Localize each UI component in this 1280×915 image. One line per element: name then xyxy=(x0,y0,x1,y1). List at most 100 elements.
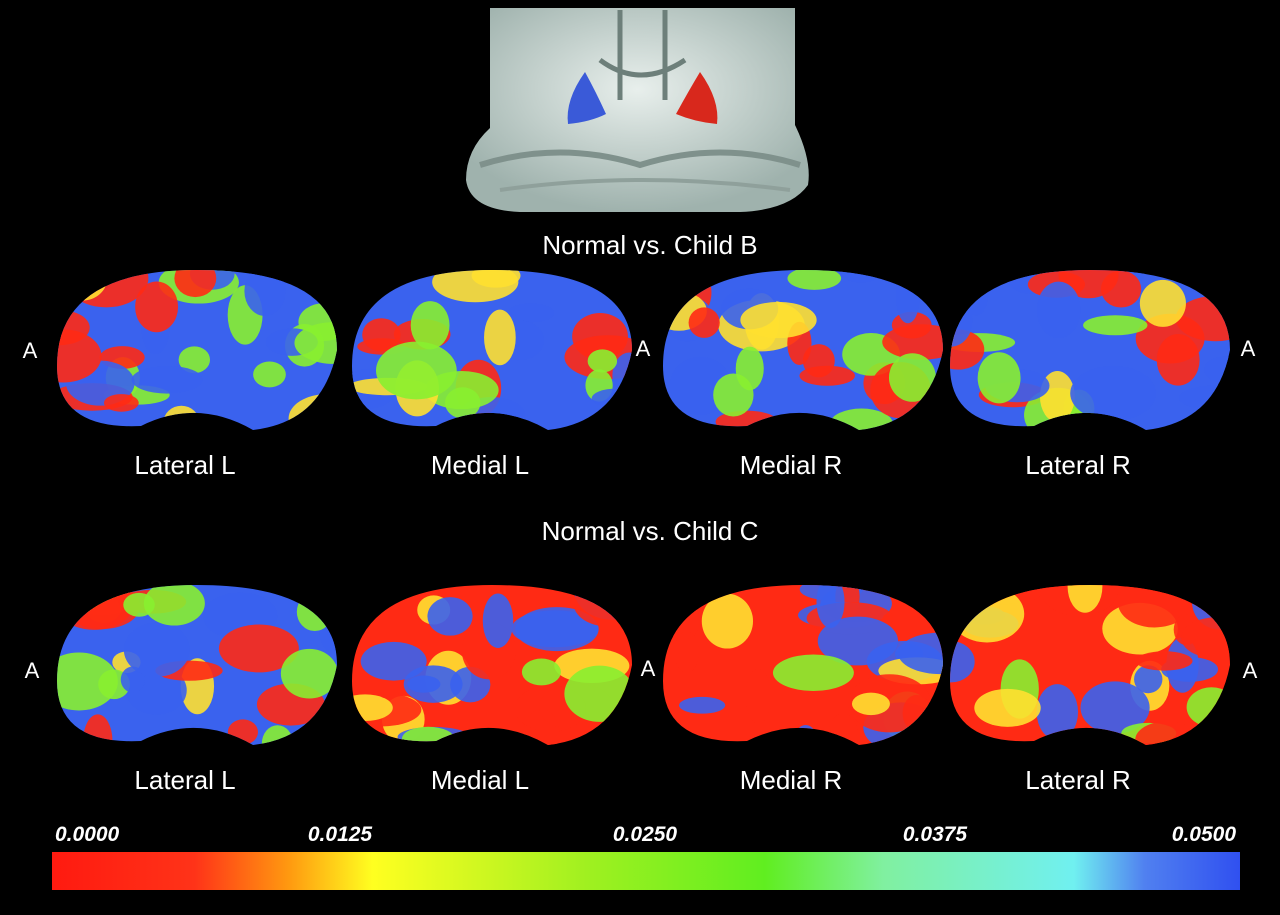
surface-blob xyxy=(1186,687,1230,727)
brain-surface xyxy=(352,585,632,745)
surface-blob xyxy=(597,585,632,607)
surface-blob xyxy=(1036,281,1081,339)
surface-blob xyxy=(1216,270,1230,286)
surface-blob xyxy=(482,593,514,648)
brain-surface xyxy=(950,585,1230,745)
surface-blob xyxy=(977,352,1021,404)
surface-blob xyxy=(362,318,401,352)
surface-blob xyxy=(83,714,113,745)
surface-blob xyxy=(950,329,985,370)
surface-blob xyxy=(227,719,259,745)
surface-blob xyxy=(366,270,431,281)
surface-blob xyxy=(663,585,714,604)
surface-blob xyxy=(244,270,286,316)
surface-blob xyxy=(902,694,931,732)
surface-blob xyxy=(1181,617,1230,659)
surface-blob xyxy=(903,274,943,295)
surface-blob xyxy=(407,675,441,693)
surface-blob xyxy=(294,322,337,364)
brain-surface xyxy=(950,270,1230,430)
surface-blob xyxy=(103,394,139,412)
surface-blob xyxy=(352,694,393,721)
anterior-label: A xyxy=(23,338,38,363)
surface-blob xyxy=(357,270,394,296)
view-label: Medial R xyxy=(740,450,843,480)
surface-blob xyxy=(174,270,217,298)
surface-blob xyxy=(817,616,899,666)
surface-blob xyxy=(1178,384,1230,411)
surface-blob xyxy=(793,724,819,745)
surface-blob xyxy=(123,622,190,677)
surface-blob xyxy=(678,696,726,714)
surface-blob xyxy=(352,585,425,596)
view-label: Medial L xyxy=(431,765,529,795)
surface-blob xyxy=(713,373,754,417)
surface-blob xyxy=(375,341,457,400)
surface-blob xyxy=(772,654,854,691)
surface-blob xyxy=(895,270,920,324)
surface-blob xyxy=(740,301,817,339)
coronal-slice xyxy=(466,8,809,212)
surface-blob xyxy=(1067,585,1103,613)
surface-blob xyxy=(471,270,521,288)
surface-blob xyxy=(1036,684,1079,741)
surface-blob xyxy=(787,270,842,290)
surface-blob xyxy=(57,329,102,383)
surface-blob xyxy=(57,270,108,301)
surface-blob xyxy=(261,725,294,745)
surface-blob xyxy=(1075,730,1118,745)
surface-blob xyxy=(280,648,337,699)
surface-blob xyxy=(253,361,286,388)
surface-blob xyxy=(816,585,845,628)
surface-blob xyxy=(288,393,337,430)
surface-blob xyxy=(974,688,1041,727)
surface-blob xyxy=(1080,681,1150,734)
colorbar-tick-label: 0.0125 xyxy=(308,823,373,846)
anterior-label: A xyxy=(636,336,651,361)
surface-blob xyxy=(178,346,211,374)
surface-blob xyxy=(135,281,179,333)
view-label: Lateral R xyxy=(1025,450,1131,480)
surface-blob xyxy=(828,713,859,745)
surface-blob xyxy=(591,388,632,409)
anterior-label: A xyxy=(1241,336,1256,361)
surface-blob xyxy=(963,270,989,316)
colorbar-tick-label: 0.0500 xyxy=(1172,823,1237,846)
surface-blob xyxy=(830,408,893,430)
surface-blob xyxy=(57,652,118,711)
colorbar-tick-label: 0.0000 xyxy=(55,823,120,846)
surface-blob xyxy=(745,668,771,724)
view-label: Medial L xyxy=(431,450,529,480)
surface-blob xyxy=(950,271,977,310)
surface-blob xyxy=(688,307,720,338)
anterior-label: A xyxy=(1243,658,1258,683)
view-label: Medial R xyxy=(740,765,843,795)
colorbar-tick-label: 0.0250 xyxy=(613,823,678,846)
surface-blob xyxy=(1175,295,1230,342)
surface-blob xyxy=(1135,651,1193,671)
surface-blob xyxy=(587,349,618,373)
surface-blob xyxy=(799,365,855,386)
surface-blob xyxy=(564,665,632,722)
brain-surface xyxy=(663,585,943,745)
brain-surface xyxy=(57,585,337,745)
surface-blob xyxy=(950,585,1025,643)
surface-blob xyxy=(401,726,455,745)
view-label: Lateral L xyxy=(134,765,235,795)
surface-blob xyxy=(507,303,555,323)
panel-title: Normal vs. Child B xyxy=(542,230,757,260)
brain-surface xyxy=(352,270,632,430)
surface-blob xyxy=(841,270,881,283)
colorbar-tick-label: 0.0375 xyxy=(903,823,968,846)
surface-blob xyxy=(1070,365,1157,422)
surface-blob xyxy=(131,365,203,394)
surface-blob xyxy=(1139,279,1186,327)
surface-blob xyxy=(410,301,450,350)
surface-blob xyxy=(1083,315,1148,336)
surface-blob xyxy=(1135,721,1199,745)
surface-blob xyxy=(360,641,427,681)
surface-blob xyxy=(674,631,700,673)
surface-blob xyxy=(143,585,205,626)
surface-blob xyxy=(1204,356,1230,383)
surface-blob xyxy=(296,592,333,632)
